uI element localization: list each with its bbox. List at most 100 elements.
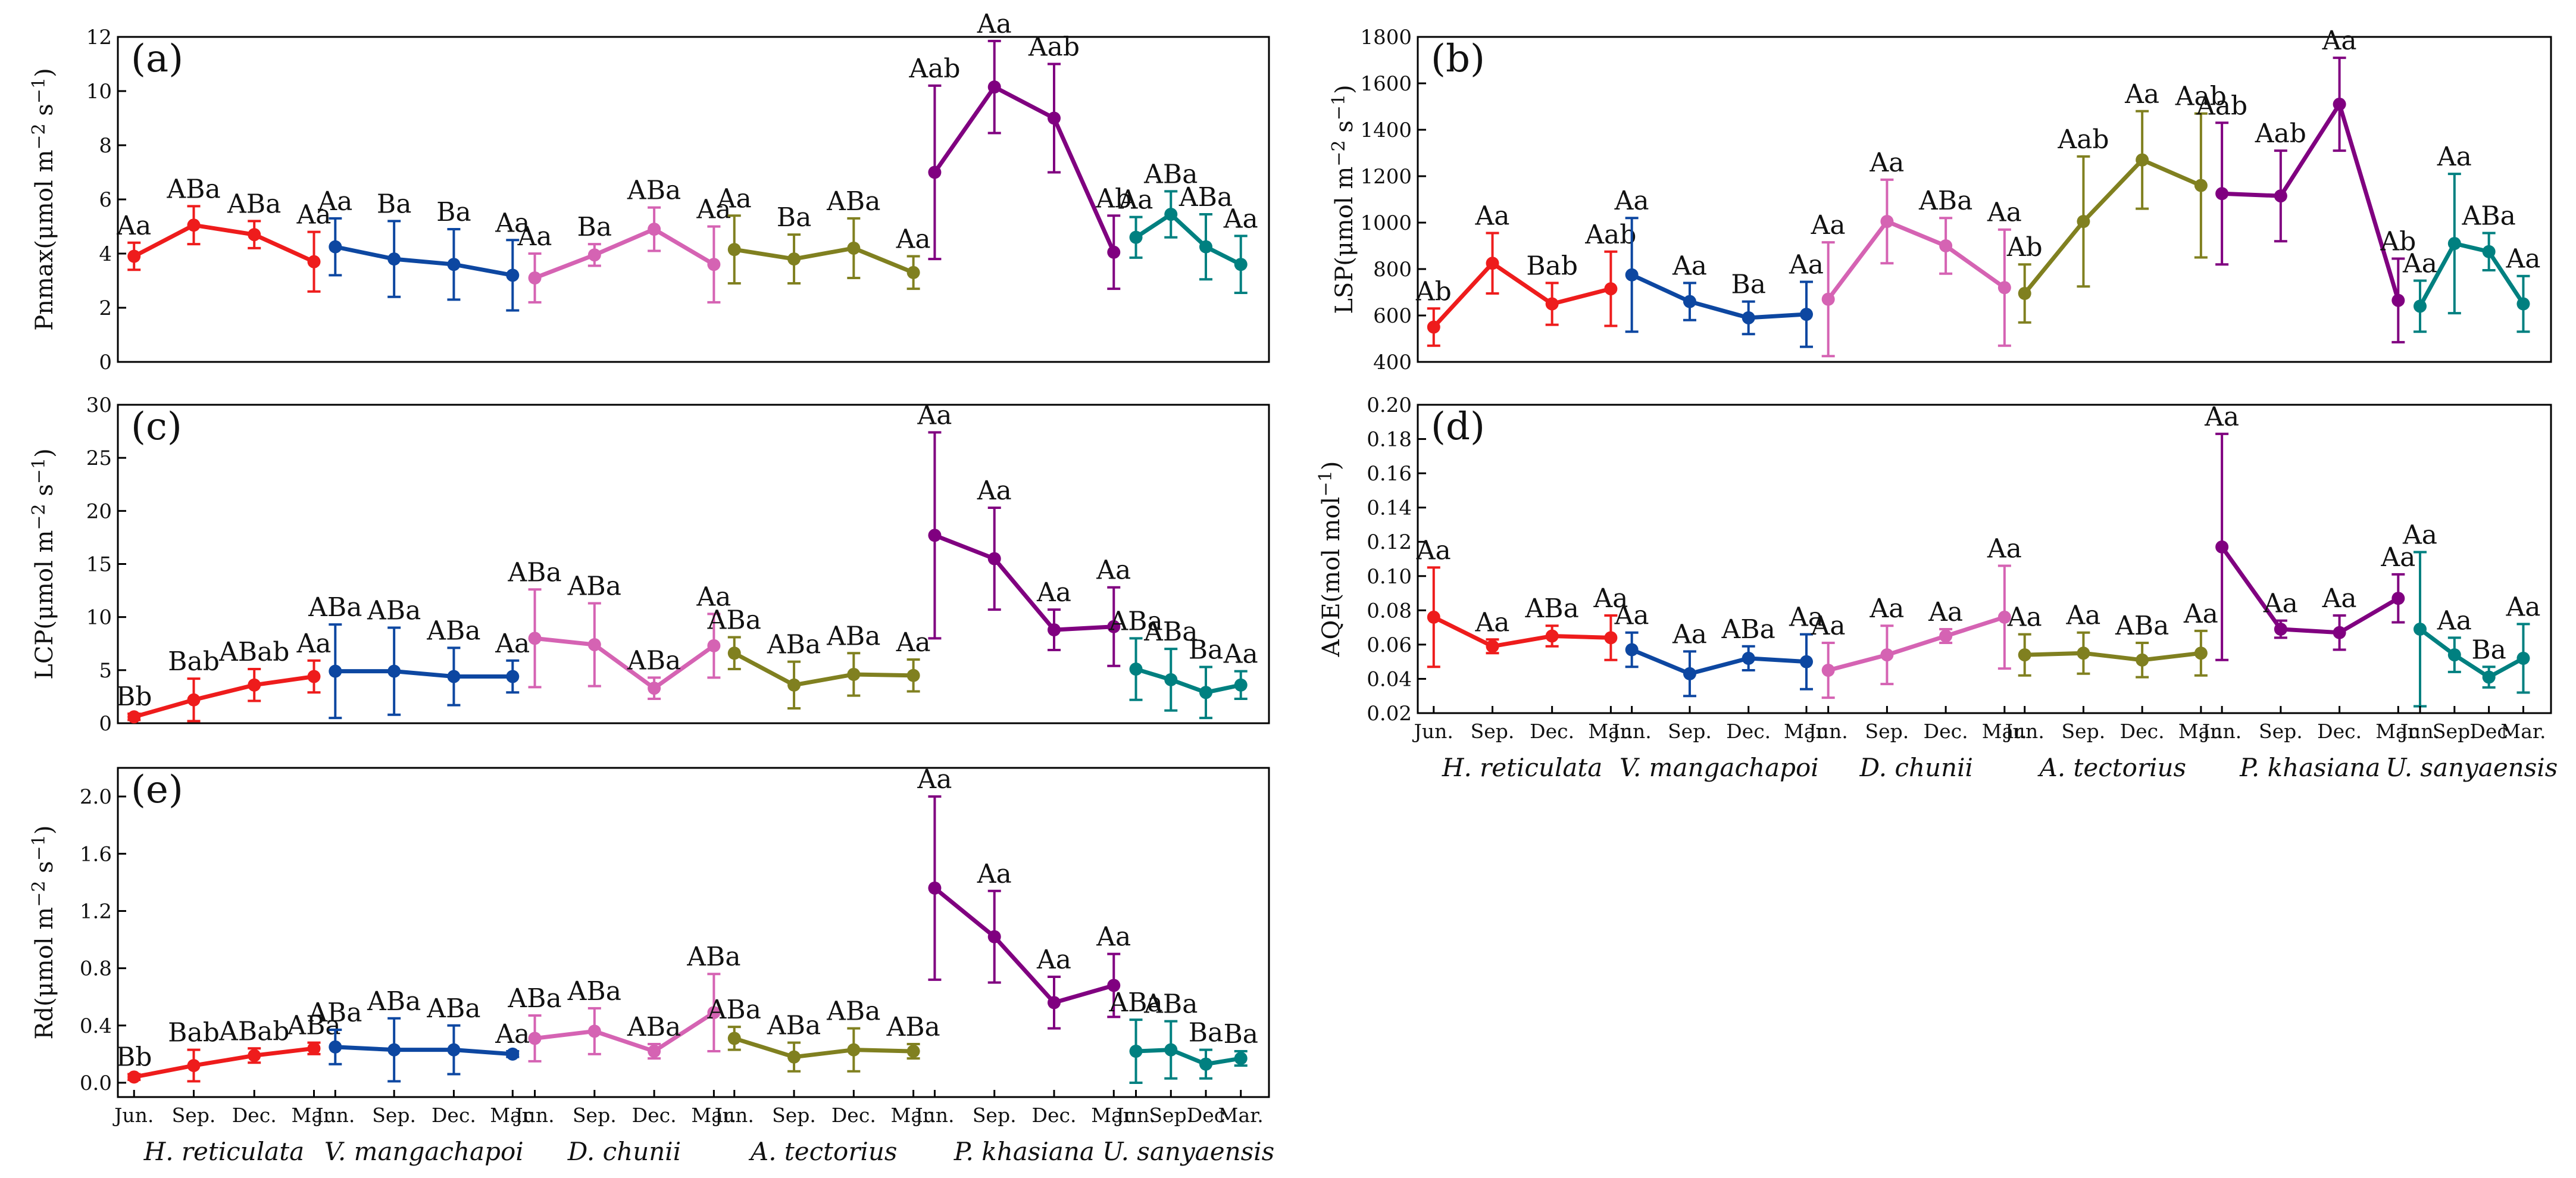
series-p-khasiana: Aab Aab Aa Ab [2196,26,2416,343]
series-line [2418,627,2525,680]
series-line [734,246,914,275]
significance-letter: Ab [2380,226,2416,257]
significance-letter: Aa [1869,148,1904,178]
significance-letter: Aa [495,629,530,659]
series-h-reticulata: Aa ABa ABa Aa [116,174,332,293]
x-tick-label: Dec. [1726,720,1771,743]
y-tick-label: 0 [99,712,112,736]
series-line [2222,99,2400,301]
data-point [187,1059,201,1073]
y-tick-label: 0.20 [1367,393,1412,417]
y-tick-label: 1.6 [80,842,112,866]
data-point [248,228,261,242]
significance-letter: ABa [1143,989,1198,1020]
data-point [1997,281,2011,295]
panel-d: 0.02 0.04 0.06 0.08 0.10 0.12 0.14 0.16 0.18 0.20… [1315,393,2558,782]
data-point [847,667,861,681]
x-tick-label: Jun. [314,1104,355,1127]
significance-letter: Aa [1036,577,1071,608]
data-point [1164,673,1178,686]
species-label: P. khasiana [2239,753,2380,782]
x-tick-label: Mar. [891,1104,936,1127]
species-label: V. mangachapoi [324,1137,524,1166]
x-tick-label: Mar. [2500,720,2546,743]
significance-letter: Aa [1223,204,1258,234]
significance-letter: Aa [1475,607,1510,638]
data-point [1604,631,1618,645]
data-point [987,552,1001,565]
significance-letter: ABa [1143,159,1198,189]
series-line [534,636,715,691]
data-point [2274,189,2287,203]
data-point [2482,670,2496,684]
data-point [648,1045,661,1058]
significance-letter: Ba [436,197,471,227]
data-point [1742,651,1755,665]
data-point [2333,98,2346,111]
significance-letter: Aa [296,200,331,230]
significance-letter: ABa [1721,614,1775,645]
significance-letter: Aa [917,400,952,430]
x-tick-label: Dec. [1530,720,1574,743]
significance-letter: Bab [168,1018,220,1048]
data-point [906,1045,920,1058]
x-tick-label: Sep. [372,1104,416,1127]
data-point [127,1070,141,1084]
species-label: U. sanyaensis [2386,753,2558,782]
significance-letter: Ba [777,202,812,233]
data-point [528,271,542,285]
x-tick-label: Sep. [973,1104,1017,1127]
significance-letter: Bab [1526,251,1578,281]
y-tick-label: 0.08 [1367,599,1412,623]
data-point [2447,648,2461,662]
significance-letter: Aa [1987,198,2022,228]
significance-letter: Aa [1614,186,1649,216]
data-point [928,529,942,542]
x-tick-label: Jun. [2200,720,2242,743]
significance-letter: Aa [1811,611,1846,641]
data-point [1047,111,1061,125]
data-point [727,243,741,257]
series-line [133,1046,314,1079]
series-p-khasiana: Aab Aa Aab Ab [908,9,1131,290]
significance-letter: Aa [917,764,952,795]
data-point [787,678,801,692]
data-point [2194,646,2208,660]
significance-letter: ABab [218,1016,290,1046]
y-tick-label: 25 [86,446,112,470]
x-tick-label: Mar. [1784,720,1829,743]
significance-letter: Aa [2505,592,2540,622]
data-point [447,258,461,271]
significance-letter: Aa [717,183,752,214]
data-point [447,670,461,683]
data-point [2516,297,2530,311]
data-point [1234,1052,1248,1065]
data-point [987,930,1001,943]
y-tick-label: 0.16 [1367,462,1412,486]
significance-letter: ABa [507,557,561,588]
significance-letter: ABa [2115,611,2169,641]
data-point [2413,299,2427,313]
significance-letter: Aa [1811,210,1846,240]
x-tick-label: Jun. [513,1104,554,1127]
y-tick-label: 1.2 [80,899,112,923]
data-point [987,80,1001,94]
data-point [1129,663,1143,676]
significance-letter: ABa [1143,617,1198,647]
significance-letter: Aa [2437,605,2472,636]
data-point [1427,320,1440,334]
x-tick-label: Sep. [573,1104,617,1127]
y-tick-label: 1400 [1360,118,1412,142]
significance-letter: Aa [2322,26,2357,56]
y-tick-label: 1200 [1360,165,1412,189]
series-line [335,669,513,679]
significance-letter: Ab [1095,183,1131,214]
series-v-mangachapoi: Aa Ba Ba Aa [317,186,530,312]
data-point [707,1006,721,1020]
data-point [847,1043,861,1057]
